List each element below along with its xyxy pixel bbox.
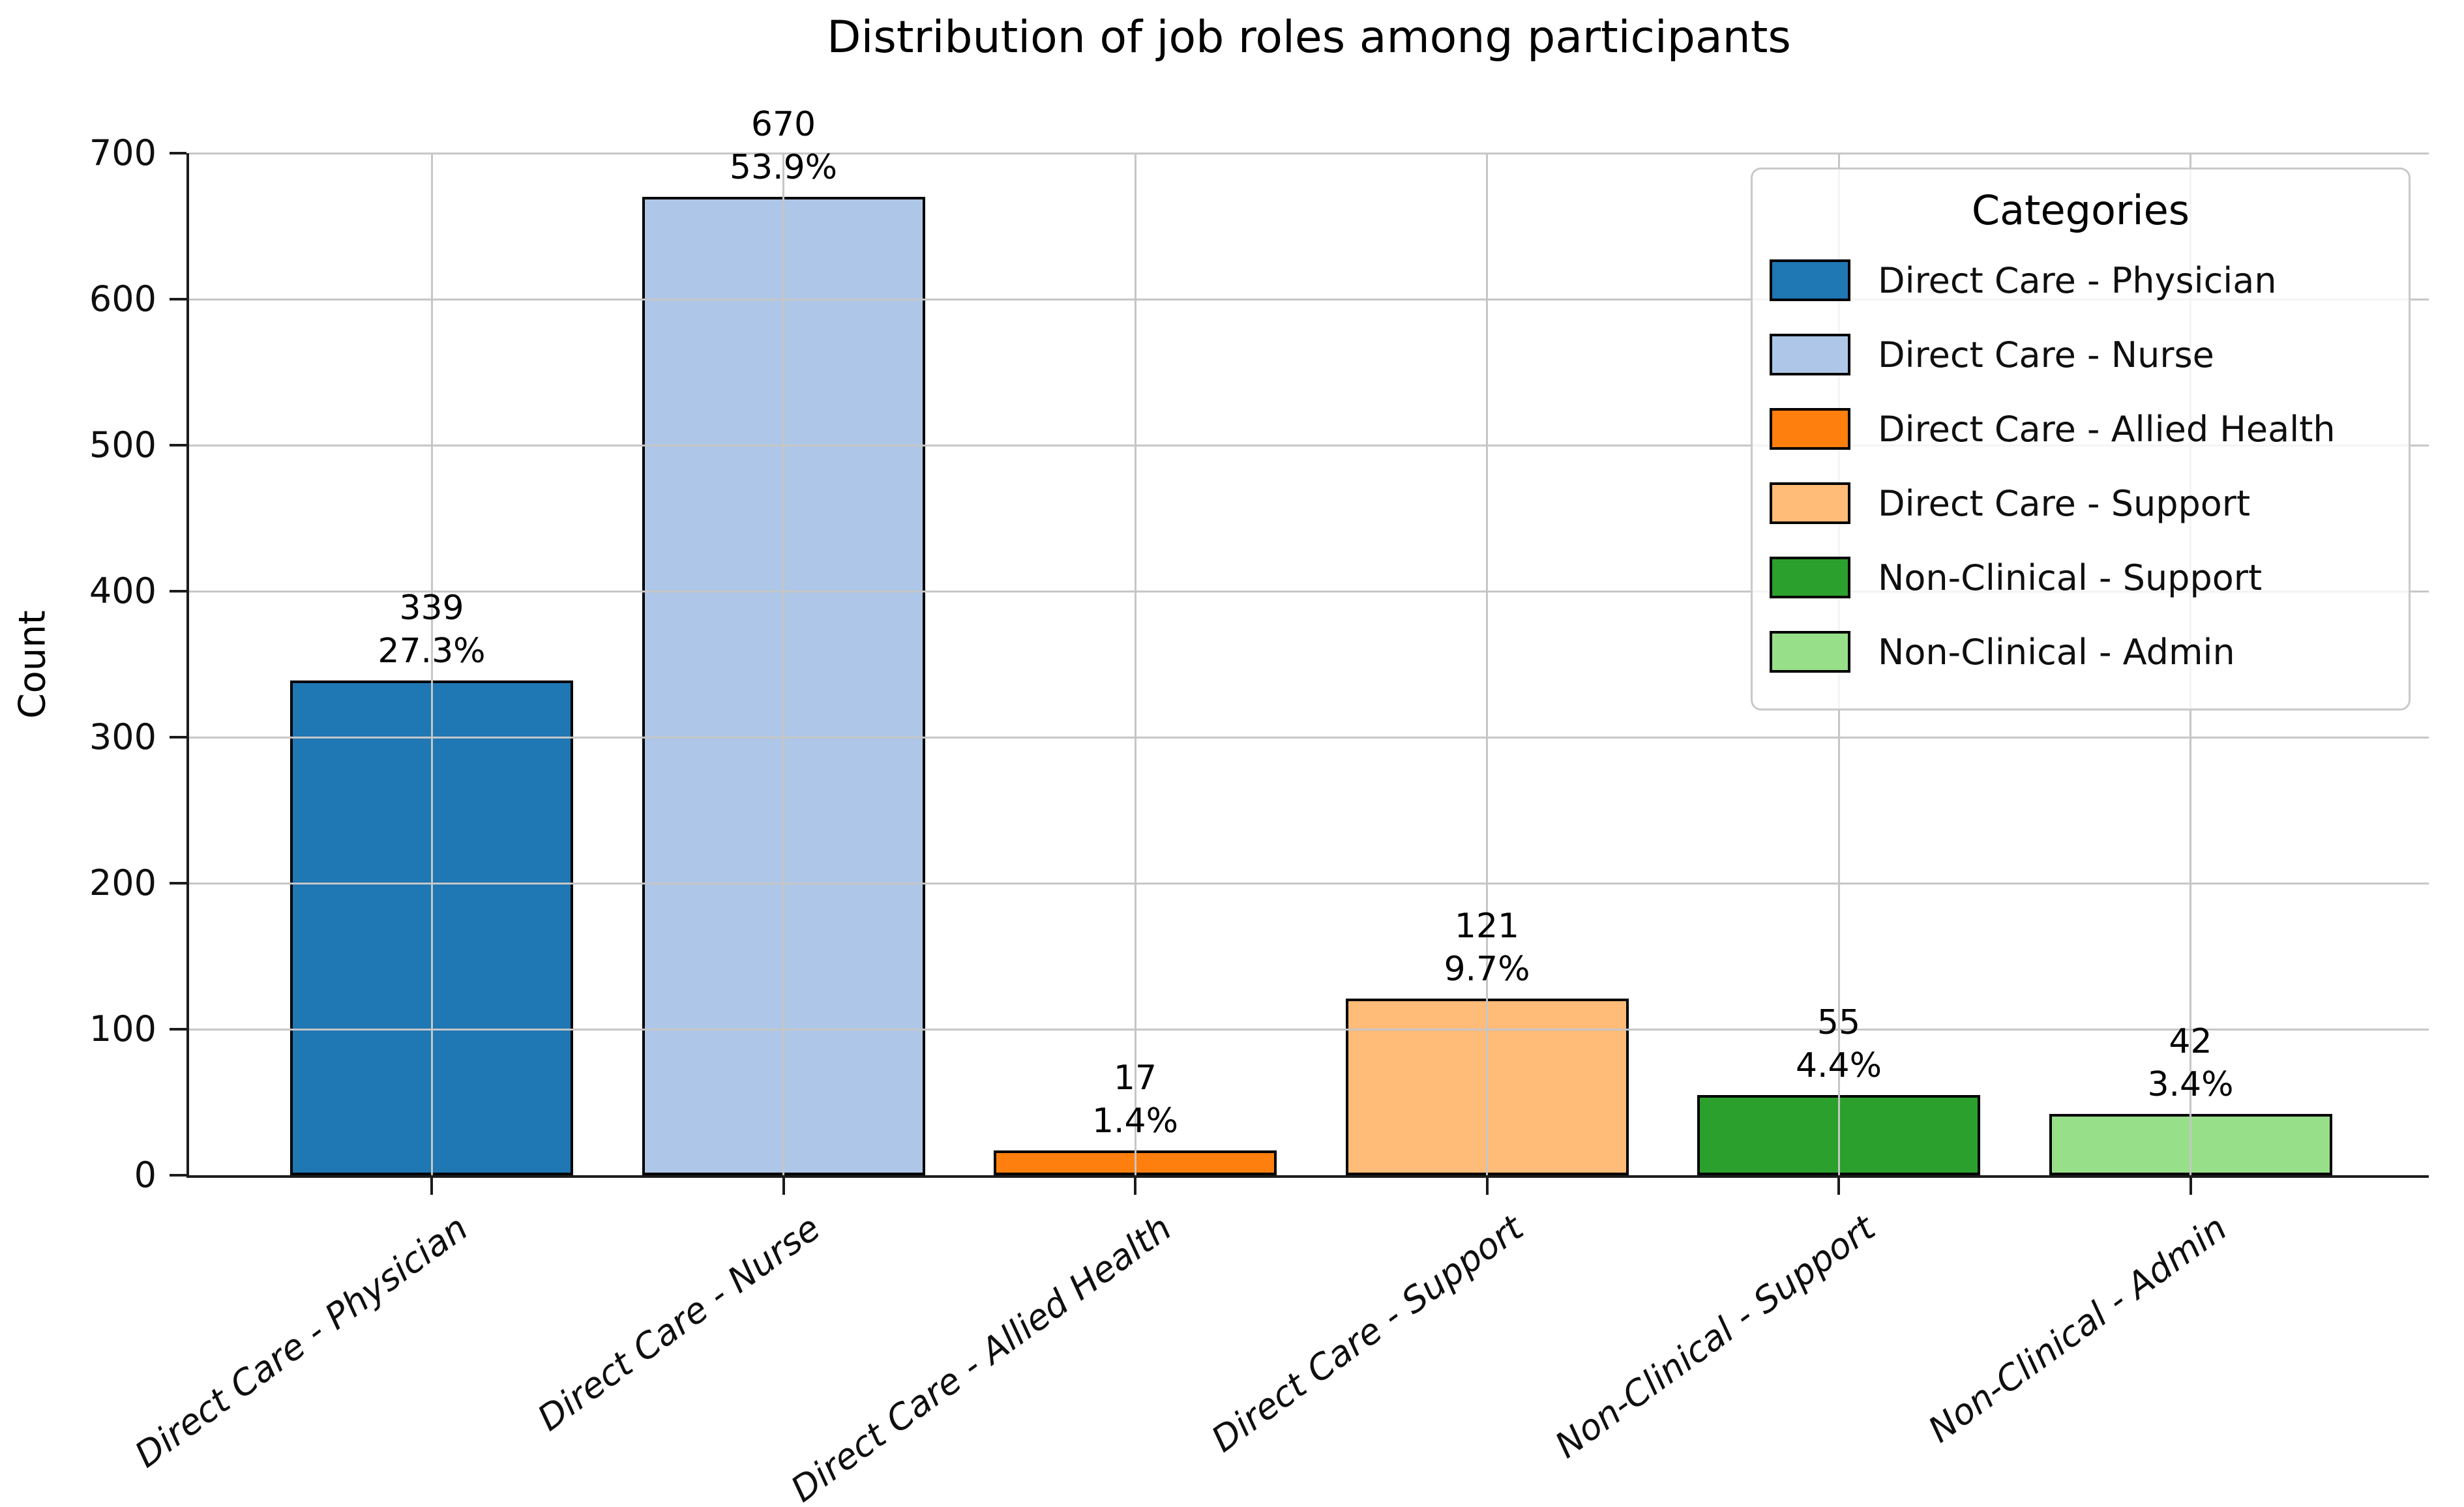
y-tick-mark-400	[170, 590, 186, 593]
legend-row-direct-care-nurse: Direct Care - Nurse	[1770, 317, 2409, 392]
legend-label-direct-care-nurse: Direct Care - Nurse	[1878, 334, 2214, 375]
bar-count-label-direct-care-nurse: 670	[750, 105, 816, 145]
legend-swatch-non-clinical-admin	[1770, 631, 1850, 673]
legend-label-non-clinical-support: Non-Clinical - Support	[1878, 557, 2263, 598]
legend-swatch-direct-care-physician	[1770, 259, 1850, 301]
x-tick-mark-non-clinical-admin	[2189, 1178, 2192, 1195]
bar-value-label-non-clinical-support: 55 4.4%	[1643, 1001, 2034, 1087]
y-tick-label-300: 300	[89, 716, 156, 757]
bar-value-label-direct-care-support: 121 9.7%	[1292, 905, 1683, 991]
legend-row-non-clinical-admin: Non-Clinical - Admin	[1770, 615, 2409, 689]
x-tick-label-direct-care-nurse: Direct Care - Nurse	[529, 1207, 827, 1439]
bar-percent-label-non-clinical-support: 4.4%	[1795, 1046, 1882, 1085]
legend-row-non-clinical-support: Non-Clinical - Support	[1770, 540, 2409, 615]
bar-percent-label-direct-care-nurse: 53.9%	[729, 148, 838, 188]
gridline-vertical-direct-care-allied-health	[1134, 153, 1136, 1175]
y-tick-label-100: 100	[89, 1008, 156, 1049]
x-tick-label-direct-care-support: Direct Care - Support	[1204, 1207, 1531, 1461]
y-tick-label-700: 700	[89, 132, 156, 173]
y-tick-mark-500	[170, 444, 186, 446]
gridline-vertical-direct-care-support	[1486, 153, 1488, 1175]
x-tick-label-direct-care-allied-health: Direct Care - Allied Health	[783, 1207, 1180, 1507]
gridline-horizontal-400	[189, 590, 2429, 593]
x-tick-mark-direct-care-allied-health	[1134, 1178, 1136, 1195]
y-tick-mark-700	[170, 152, 186, 154]
y-tick-mark-100	[170, 1028, 186, 1031]
x-tick-mark-direct-care-support	[1485, 1178, 1489, 1195]
bar-labels-layer: 339 27.3% 670 53.9% 17 1.4% 121 9.7% 55 4.4% 42 3.4…	[189, 105, 2429, 1175]
x-axis-spine	[186, 1175, 2429, 1178]
bar-value-label-non-clinical-admin: 42 3.4%	[1995, 1020, 2386, 1106]
x-tick-mark-non-clinical-support	[1837, 1178, 1840, 1195]
gridline-vertical-direct-care-nurse	[782, 153, 784, 1175]
legend-label-non-clinical-admin: Non-Clinical - Admin	[1878, 631, 2235, 673]
plot-area: 339 27.3% 670 53.9% 17 1.4% 121 9.7% 55 4.4% 42 3.4…	[189, 105, 2429, 1175]
gridline-horizontal-100	[189, 1028, 2429, 1031]
bar-count-label-direct-care-physician: 339	[399, 588, 464, 628]
y-tick-mark-300	[170, 736, 186, 739]
bar-count-label-non-clinical-admin: 42	[2169, 1021, 2212, 1061]
bar-value-label-direct-care-nurse: 670 53.9%	[588, 103, 979, 189]
legend-swatch-direct-care-support	[1770, 482, 1850, 524]
y-tick-label-200: 200	[89, 862, 156, 903]
x-tick-mark-direct-care-physician	[430, 1178, 433, 1195]
y-tick-label-400: 400	[89, 570, 156, 611]
legend: Categories Direct Care - Physician Direct…	[1751, 168, 2411, 710]
bar-percent-label-non-clinical-admin: 3.4%	[2147, 1064, 2234, 1104]
legend-row-direct-care-support: Direct Care - Support	[1770, 466, 2409, 540]
legend-row-direct-care-physician: Direct Care - Physician	[1770, 243, 2409, 317]
x-tick-label-direct-care-physician: Direct Care - Physician	[127, 1207, 475, 1476]
y-axis-spine	[186, 153, 189, 1178]
legend-row-direct-care-allied-health: Direct Care - Allied Health	[1770, 392, 2409, 466]
legend-label-direct-care-support: Direct Care - Support	[1878, 482, 2251, 524]
legend-swatch-direct-care-allied-health	[1770, 408, 1850, 450]
y-tick-mark-0	[170, 1174, 186, 1177]
bar-value-label-direct-care-allied-health: 17 1.4%	[940, 1057, 1331, 1143]
gridline-horizontal-300	[189, 736, 2429, 739]
gridline-horizontal-500	[189, 444, 2429, 446]
x-tick-label-non-clinical-admin: Non-Clinical - Admin	[1920, 1207, 2234, 1451]
y-tick-label-600: 600	[89, 278, 156, 319]
legend-rows: Direct Care - Physician Direct Care - Nur…	[1770, 243, 2409, 689]
x-tick-mark-direct-care-nurse	[782, 1178, 785, 1195]
legend-swatch-direct-care-nurse	[1770, 334, 1850, 375]
y-tick-label-0: 0	[134, 1154, 156, 1195]
gridline-horizontal-600	[189, 298, 2429, 300]
legend-label-direct-care-physician: Direct Care - Physician	[1878, 259, 2277, 301]
bar-percent-label-direct-care-support: 9.7%	[1444, 949, 1530, 989]
bar-count-label-direct-care-allied-health: 17	[1113, 1058, 1157, 1098]
y-tick-mark-600	[170, 298, 186, 300]
legend-swatch-non-clinical-support	[1770, 557, 1850, 598]
gridline-vertical-direct-care-physician	[430, 153, 433, 1175]
bar-count-label-direct-care-support: 121	[1454, 906, 1520, 946]
bar-value-label-direct-care-physician: 339 27.3%	[236, 587, 627, 673]
y-tick-label-500: 500	[89, 424, 156, 465]
y-axis-label-text: Count	[11, 609, 54, 719]
legend-label-direct-care-allied-health: Direct Care - Allied Health	[1878, 408, 2336, 450]
gridline-horizontal-700	[189, 152, 2429, 154]
gridline-horizontal-200	[189, 882, 2429, 885]
bar-percent-label-direct-care-allied-health: 1.4%	[1091, 1101, 1179, 1141]
x-tick-label-non-clinical-support: Non-Clinical - Support	[1547, 1207, 1883, 1467]
legend-title: Categories	[1971, 186, 2190, 234]
bar-count-label-non-clinical-support: 55	[1817, 1002, 1861, 1042]
chart-title: Distribution of job roles among particip…	[827, 12, 1791, 63]
y-tick-mark-200	[170, 882, 186, 885]
bar-percent-label-direct-care-physician: 27.3%	[378, 631, 486, 671]
